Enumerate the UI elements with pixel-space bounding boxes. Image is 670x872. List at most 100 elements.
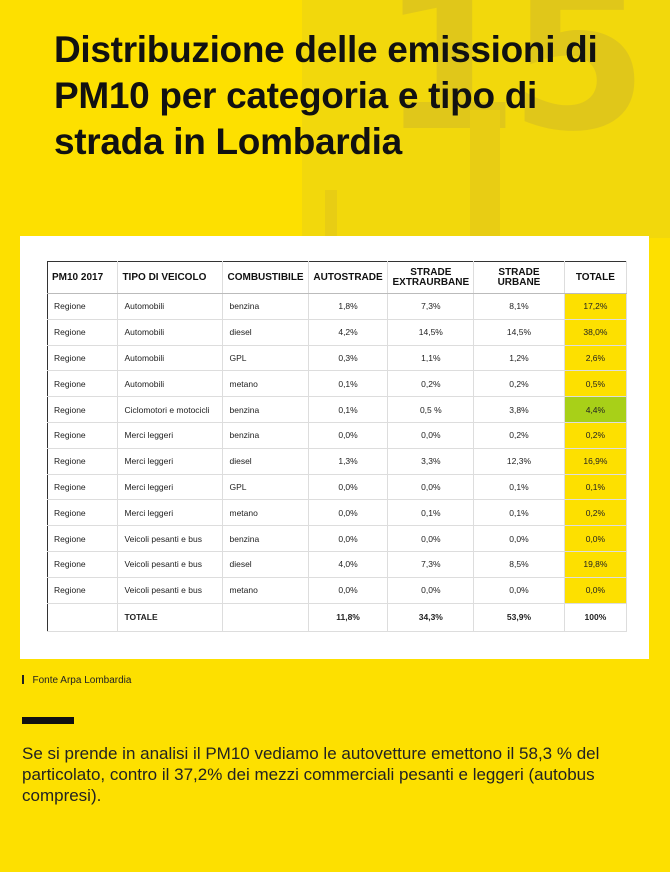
urbane-cell: 8,1%	[473, 293, 565, 320]
extraurbane-cell: 0,1%	[387, 499, 475, 527]
fuel-cell: benzina	[222, 396, 309, 423]
table-row: Regione Veicoli pesanti e bus metano 0,0% 0,…	[47, 577, 628, 604]
table-card: PM10 2017 TIPO DI VEICOLO COMBUSTIBILE A…	[20, 236, 649, 659]
fuel-cell: benzina	[222, 293, 309, 320]
area-cell: Regione	[47, 293, 119, 320]
autostrade-cell: 4,0%	[308, 551, 389, 578]
fuel-cell: metano	[222, 370, 309, 398]
urbane-cell: 0,1%	[473, 474, 565, 501]
fuel-cell: diesel	[222, 448, 309, 475]
header-totale: TOTALE	[564, 261, 628, 294]
area-cell: Regione	[47, 499, 119, 527]
table-row: Regione Veicoli pesanti e bus benzina 0,0% 0…	[47, 525, 628, 552]
table-row: Regione Veicoli pesanti e bus diesel 4,0% 7,…	[47, 551, 628, 578]
extraurbane-cell: 1,1%	[387, 345, 475, 372]
table-row: Regione Automobili metano 0,1% 0,2% 0,2% 0,5%	[47, 370, 628, 398]
fuel-cell: GPL	[222, 474, 309, 501]
autostrade-cell: 0,1%	[308, 370, 389, 398]
extraurbane-cell: 0,0%	[387, 577, 475, 604]
extraurbane-cell: 0,0%	[387, 422, 475, 449]
table-row: Regione Automobili benzina 1,8% 7,3% 8,1% 17,2…	[47, 293, 628, 320]
totale-cell: 16,9%	[564, 448, 628, 475]
extraurbane-cell: 3,3%	[387, 448, 475, 475]
page-title: Distribuzione delle emissioni di PM10 pe…	[54, 29, 598, 162]
extraurbane-cell: 14,5%	[387, 319, 475, 346]
extraurbane-cell: 0,0%	[387, 525, 475, 552]
header-urbane: STRADE URBANE	[473, 261, 565, 294]
table-row: Regione Ciclomotori e motocicli benzina 0,1…	[47, 396, 628, 423]
area-cell: Regione	[47, 422, 119, 449]
table-row: Regione Merci leggeri diesel 1,3% 3,3% 12,3% 1…	[47, 448, 628, 475]
area-cell: Regione	[47, 577, 119, 604]
urbane-cell: 0,2%	[473, 422, 565, 449]
vehicle-cell: Merci leggeri	[117, 474, 224, 501]
vehicle-cell: Merci leggeri	[117, 499, 224, 527]
totale-cell: 0,2%	[564, 422, 628, 449]
totale-cell: 0,1%	[564, 474, 628, 501]
totale-cell: 19,8%	[564, 551, 628, 578]
autostrade-cell: 0,0%	[308, 474, 389, 501]
table-row: Regione Merci leggeri GPL 0,0% 0,0% 0,1% 0,1%	[47, 474, 628, 501]
header-autostrade: AUTOSTRADE	[308, 261, 389, 294]
fuel-cell: diesel	[222, 319, 309, 346]
urbane-cell: 14,5%	[473, 319, 565, 346]
vehicle-cell: Automobili	[117, 370, 224, 398]
vehicle-cell: Veicoli pesanti e bus	[117, 551, 224, 578]
table-row: Regione Merci leggeri metano 0,0% 0,1% 0,1% 0,…	[47, 499, 628, 527]
totale-cell: 38,0%	[564, 319, 628, 346]
autostrade-cell: 0,0%	[308, 499, 389, 527]
table-total-row: TOTALE 11,8% 34,3% 53,9% 100%	[47, 603, 628, 632]
urbane-cell: 0,0%	[473, 525, 565, 552]
vehicle-cell: Veicoli pesanti e bus	[117, 577, 224, 604]
area-cell: Regione	[47, 370, 119, 398]
extraurbane-cell: 7,3%	[387, 551, 475, 578]
body-paragraph: Se si prende in analisi il PM10 vediamo …	[22, 744, 600, 805]
extraurbane-cell: 0,0%	[387, 474, 475, 501]
urbane-cell: 0,2%	[473, 370, 565, 398]
total-urbane-cell: 53,9%	[473, 603, 565, 632]
building-silhouette	[470, 110, 500, 238]
area-cell: Regione	[47, 474, 119, 501]
totale-cell: 0,5%	[564, 370, 628, 398]
urbane-cell: 3,8%	[473, 396, 565, 423]
urbane-cell: 0,1%	[473, 499, 565, 527]
fuel-cell: diesel	[222, 551, 309, 578]
emissions-table: PM10 2017 TIPO DI VEICOLO COMBUSTIBILE A…	[47, 261, 628, 632]
vehicle-cell: Merci leggeri	[117, 448, 224, 475]
urbane-cell: 8,5%	[473, 551, 565, 578]
background-number: 15	[380, 0, 648, 176]
totale-cell: 0,2%	[564, 499, 628, 527]
total-empty-cell	[47, 603, 119, 632]
autostrade-cell: 0,0%	[308, 577, 389, 604]
totale-cell: 17,2%	[564, 293, 628, 320]
building-silhouette	[325, 190, 337, 238]
area-cell: Regione	[47, 525, 119, 552]
urbane-cell: 12,3%	[473, 448, 565, 475]
divider-bar	[22, 717, 74, 724]
autostrade-cell: 1,8%	[308, 293, 389, 320]
autostrade-cell: 1,3%	[308, 448, 389, 475]
vehicle-cell: Veicoli pesanti e bus	[117, 525, 224, 552]
source-marker	[22, 675, 24, 684]
totale-cell: 2,6%	[564, 345, 628, 372]
source-text: Fonte Arpa Lombardia	[32, 675, 132, 686]
autostrade-cell: 0,3%	[308, 345, 389, 372]
total-autostrade-cell: 11,8%	[308, 603, 389, 632]
total-extraurbane-cell: 34,3%	[387, 603, 475, 632]
vehicle-cell: Automobili	[117, 293, 224, 320]
urbane-cell: 0,0%	[473, 577, 565, 604]
extraurbane-cell: 0,5 %	[387, 396, 475, 423]
autostrade-cell: 0,0%	[308, 422, 389, 449]
urbane-cell: 1,2%	[473, 345, 565, 372]
total-label-cell: TOTALE	[117, 603, 224, 632]
total-totale-cell: 100%	[564, 603, 628, 632]
fuel-cell: benzina	[222, 422, 309, 449]
header-fuel: COMBUSTIBILE	[222, 261, 309, 294]
header-pm10: PM10 2017	[47, 261, 119, 294]
autostrade-cell: 0,1%	[308, 396, 389, 423]
total-empty-cell	[222, 603, 309, 632]
area-cell: Regione	[47, 551, 119, 578]
table-row: Regione Merci leggeri benzina 0,0% 0,0% 0,2% 0…	[47, 422, 628, 449]
vehicle-cell: Merci leggeri	[117, 422, 224, 449]
totale-cell: 4,4%	[564, 396, 628, 423]
